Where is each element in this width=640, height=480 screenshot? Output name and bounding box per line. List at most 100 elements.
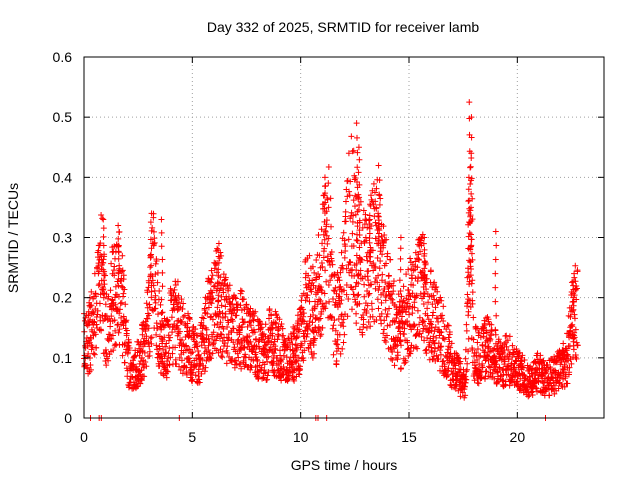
data-point [277, 358, 284, 365]
data-point [435, 355, 442, 362]
data-point [321, 290, 328, 297]
data-point [291, 367, 298, 374]
data-point [289, 341, 296, 348]
data-point [566, 364, 573, 371]
data-point [219, 348, 226, 355]
data-point [317, 284, 324, 291]
data-point [301, 347, 308, 354]
data-point [468, 266, 475, 273]
data-point [319, 240, 326, 247]
data-point [220, 289, 227, 296]
data-point [112, 283, 119, 290]
data-point [225, 293, 232, 300]
data-point [108, 260, 115, 267]
data-point [222, 310, 229, 317]
data-point [557, 372, 564, 379]
data-point [246, 333, 253, 340]
data-point [483, 368, 490, 375]
data-point [366, 290, 373, 297]
data-point [506, 382, 513, 389]
data-point [422, 347, 429, 354]
data-point [167, 354, 174, 361]
data-point [474, 357, 481, 364]
data-point [505, 355, 512, 362]
data-point [430, 309, 437, 316]
data-point [120, 272, 127, 279]
data-point [240, 296, 247, 303]
data-point [420, 300, 427, 307]
data-point [571, 334, 578, 341]
data-point [462, 355, 469, 362]
data-point [360, 207, 367, 214]
data-point [201, 368, 208, 375]
data-point [485, 363, 492, 370]
data-point [189, 349, 196, 356]
data-point [176, 363, 183, 370]
data-point [445, 322, 452, 329]
data-point [397, 234, 404, 241]
data-point [384, 322, 391, 329]
data-point [467, 303, 474, 310]
data-point [119, 352, 126, 359]
data-point [136, 360, 143, 367]
data-point [233, 358, 240, 365]
data-point [229, 318, 236, 325]
data-point [389, 357, 396, 364]
data-point [88, 335, 95, 342]
data-point [476, 368, 483, 375]
data-point [319, 300, 326, 307]
data-point [470, 314, 477, 321]
data-point [388, 355, 395, 362]
data-point [91, 351, 98, 358]
data-point [115, 222, 122, 229]
data-point [325, 204, 332, 211]
data-point [567, 327, 574, 334]
data-point [343, 282, 350, 289]
data-point [406, 311, 413, 318]
data-point [438, 343, 445, 350]
data-point [366, 216, 373, 223]
data-point [88, 302, 95, 309]
data-point [432, 284, 439, 291]
data-point [185, 310, 192, 317]
data-point [278, 320, 285, 327]
data-point [280, 352, 287, 359]
data-point [346, 188, 353, 195]
data-point [443, 326, 450, 333]
data-point [364, 302, 371, 309]
data-point [411, 299, 418, 306]
data-point [115, 249, 122, 256]
data-point [209, 350, 216, 357]
data-point [215, 240, 222, 247]
data-point [319, 263, 326, 270]
data-point [442, 352, 449, 359]
data-point [389, 348, 396, 355]
data-point [338, 313, 345, 320]
data-point [321, 303, 328, 310]
data-point [321, 174, 328, 181]
data-point [97, 240, 104, 247]
data-point [121, 286, 128, 293]
data-point [349, 230, 356, 237]
data-point [157, 301, 164, 308]
data-point [353, 260, 360, 267]
data-point [439, 312, 446, 319]
data-point [501, 358, 508, 365]
data-point [422, 261, 429, 268]
data-point [321, 245, 328, 252]
data-point [144, 289, 151, 296]
data-point [202, 364, 209, 371]
data-point [488, 321, 495, 328]
data-point [337, 300, 344, 307]
data-point [465, 186, 472, 193]
data-point [441, 336, 448, 343]
data-point [224, 324, 231, 331]
data-point [109, 302, 116, 309]
data-point [189, 376, 196, 383]
data-point [221, 340, 228, 347]
data-point [434, 288, 441, 295]
data-point [463, 368, 470, 375]
data-point [192, 326, 199, 333]
data-point [204, 310, 211, 317]
data-point [504, 337, 511, 344]
